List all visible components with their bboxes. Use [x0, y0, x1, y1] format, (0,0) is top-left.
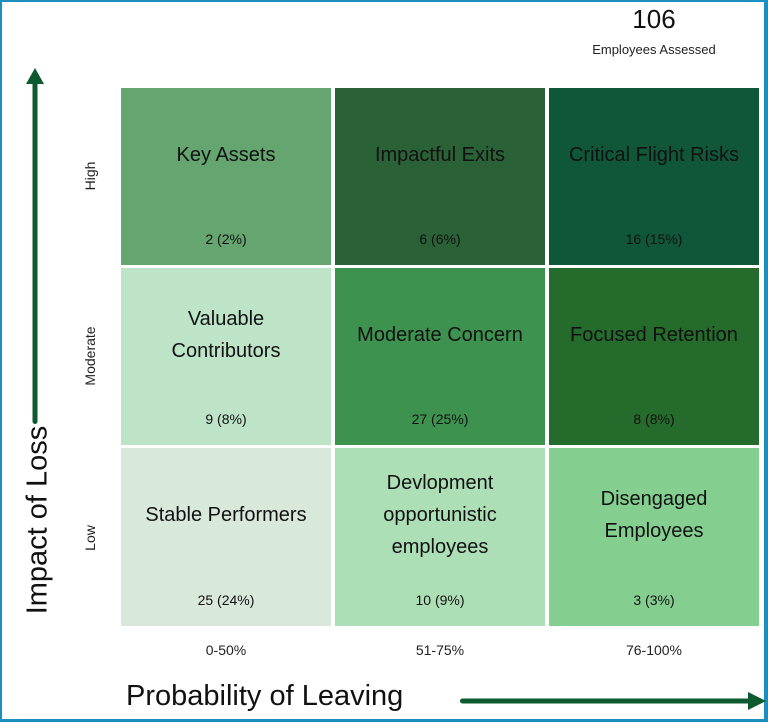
cell-count: 3 (3%) — [633, 592, 675, 608]
cell-title: Stable Performers — [145, 504, 307, 526]
cell-title: Valuable Contributors — [171, 308, 281, 362]
cell-count: 8 (8%) — [633, 411, 675, 427]
cell-title: Key Assets — [176, 144, 276, 166]
cell-impactful-exits[interactable]: Impactful Exits 6 (6%) — [335, 88, 545, 265]
col-label-51-75: 51-75% — [415, 642, 465, 658]
cell-count: 27 (25%) — [411, 411, 469, 427]
cell-development-opportunistic[interactable]: Devlopment opportunistic employees 10 (9… — [335, 448, 545, 626]
cell-critical-flight-risks[interactable]: Critical Flight Risks 16 (15%) — [549, 88, 759, 265]
cell-count: 2 (2%) — [205, 231, 247, 247]
cell-count: 25 (24%) — [197, 592, 255, 608]
cell-title: Critical Flight Risks — [568, 144, 740, 166]
row-label-moderate: Moderate — [82, 326, 98, 386]
cell-title: Impactful Exits — [374, 144, 506, 166]
cell-stable-performers[interactable]: Stable Performers 25 (24%) — [121, 448, 331, 626]
cell-title: Moderate Concern — [357, 324, 523, 346]
arrow-right-icon — [460, 692, 766, 710]
cell-valuable-contributors[interactable]: Valuable Contributors 9 (8%) — [121, 268, 331, 445]
col-label-76-100: 76-100% — [625, 642, 683, 658]
cell-count: 10 (9%) — [415, 592, 465, 608]
arrow-up-icon — [26, 68, 44, 424]
x-axis-title: Probability of Leaving — [126, 680, 404, 712]
kpi-value: 106 — [632, 4, 676, 34]
cell-focused-retention[interactable]: Focused Retention 8 (8%) — [549, 268, 759, 445]
cell-title: Devlopment opportunistic employees — [383, 472, 497, 558]
kpi-label: Employees Assessed — [592, 42, 716, 57]
risk-matrix: Key Assets 2 (2%) Impactful Exits 6 (6%)… — [121, 88, 759, 626]
kpi-employees-assessed: 106 Employees Assessed — [560, 2, 748, 59]
cell-count: 9 (8%) — [205, 411, 247, 427]
cell-key-assets[interactable]: Key Assets 2 (2%) — [121, 88, 331, 265]
row-label-low: Low — [82, 525, 98, 551]
cell-title: Focused Retention — [570, 324, 738, 346]
cell-count: 16 (15%) — [625, 231, 683, 247]
row-label-high: High — [82, 161, 98, 191]
cell-title: Disengaged Employees — [600, 488, 708, 542]
cell-moderate-concern[interactable]: Moderate Concern 27 (25%) — [335, 268, 545, 445]
cell-disengaged-employees[interactable]: Disengaged Employees 3 (3%) — [549, 448, 759, 626]
cell-count: 6 (6%) — [419, 231, 461, 247]
y-axis-title: Impact of Loss — [21, 425, 54, 615]
col-label-0-50: 0-50% — [205, 642, 247, 658]
